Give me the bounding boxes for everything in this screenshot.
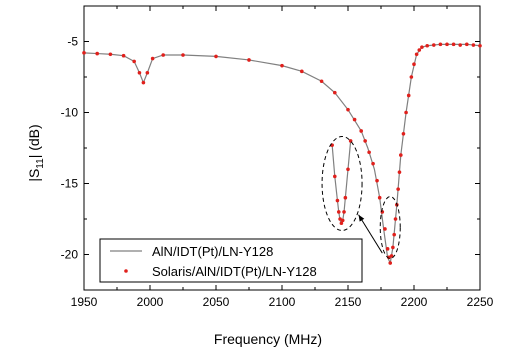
x-tick-label: 2200 [401,295,428,309]
series-point-solaris [397,170,402,174]
series-point-solaris [389,254,394,258]
series-point-solaris [150,56,155,61]
legend-label-series-2: Solaris/AlN/IDT(Pt)/LN-Y128 [152,264,317,279]
series-point-solaris [161,53,165,57]
series-point-solaris [141,80,146,85]
legend: AlN/IDT(Pt)/LN-Y128 Solaris/AlN/IDT(Pt)/… [99,238,363,283]
series-point-solaris [391,245,395,250]
series-point-solaris [445,42,449,47]
inset-line [331,140,352,225]
legend-box [99,238,363,283]
series-point-solaris [121,53,126,58]
series-point-solaris [414,52,419,57]
series-point-solaris [352,117,357,122]
series-point-solaris [392,232,397,237]
series-point-solaris [280,63,284,68]
series-point-solaris [363,139,367,143]
series-point-solaris [214,54,218,59]
inset-point [336,210,341,214]
series-point-solaris [471,43,476,47]
y-tick-label: -20 [61,248,79,262]
series-point-solaris [346,107,350,112]
series-point-solaris [478,43,482,48]
x-tick-label: 1950 [71,295,98,309]
series-line-aln-idt-pt-ln-y128 [83,43,481,266]
series-point-solaris [145,70,150,75]
series-point-solaris [367,150,371,155]
inset-point [333,174,337,179]
series-point-solaris [95,51,99,56]
series-point-solaris [401,132,406,136]
x-tick-label: 2250 [467,295,494,309]
y-axis-title-sub: 11 [35,158,46,169]
inset-point [335,198,340,203]
series-point-solaris [333,90,337,95]
ticks-group: 1950 2000 2050 2100 2150 2200 2250 -5 -10 -15 -20 [61,5,494,309]
series-point-solaris [385,247,390,251]
y-axis-title-main: |S [26,169,42,182]
zoom-arrow-head [358,214,365,222]
series-point-solaris [458,43,463,47]
inset-ellipse [321,136,363,231]
x-tick-label: 2000 [137,295,164,309]
series-point-solaris [396,187,400,191]
y-tick-label: -15 [61,177,79,191]
series-point-solaris [371,161,375,166]
annotation-group [321,136,401,260]
inset-point [343,195,348,200]
series-point-solaris [377,195,382,200]
zoom-arrow [358,214,383,254]
series-point-solaris [300,69,304,74]
x-tick-label: 2100 [269,295,296,309]
series-point-solaris [417,48,422,52]
series-point-solaris [412,62,416,67]
x-tick-label: 2050 [203,295,230,309]
y-axis-title: |S11| (dB) [26,124,46,181]
series-point-solaris [82,51,86,55]
y-tick-label: -5 [67,35,78,49]
legend-dot-swatch [124,269,128,273]
series-point-solaris [359,129,364,133]
series-point-solaris [108,52,113,57]
series-point-solaris [465,42,469,47]
inset-point [340,218,345,223]
series-point-solaris [404,110,408,115]
series-point-solaris [432,43,436,47]
series-point-solaris [420,45,424,49]
series-point-solaris [319,79,324,84]
series-point-solaris [451,42,456,47]
inset-point [346,167,350,172]
series-point-solaris [393,217,398,221]
x-axis-title: Frequency (MHz) [214,331,322,347]
legend-label-series-1: AlN/IDT(Pt)/LN-Y128 [152,244,273,259]
series-point-solaris [137,70,142,75]
y-axis-title-tail: | (dB) [26,124,42,158]
series-point-solaris [399,153,403,157]
series-point-solaris [425,43,430,48]
series-group [82,42,482,266]
series-point-solaris [406,93,411,98]
y-tick-label: -10 [61,106,79,120]
x-tick-label: 2150 [335,295,362,309]
series-point-solaris [132,59,136,64]
series-point-solaris [438,42,443,47]
inset-point [339,221,344,226]
inset-point [338,217,342,221]
series-point-solaris [181,53,185,57]
series-point-solaris [247,58,251,62]
series-point-solaris [409,75,414,79]
series-point-solaris [375,178,379,183]
inset-point [342,210,346,214]
series-point-solaris [383,227,387,231]
series-point-solaris [388,261,393,265]
